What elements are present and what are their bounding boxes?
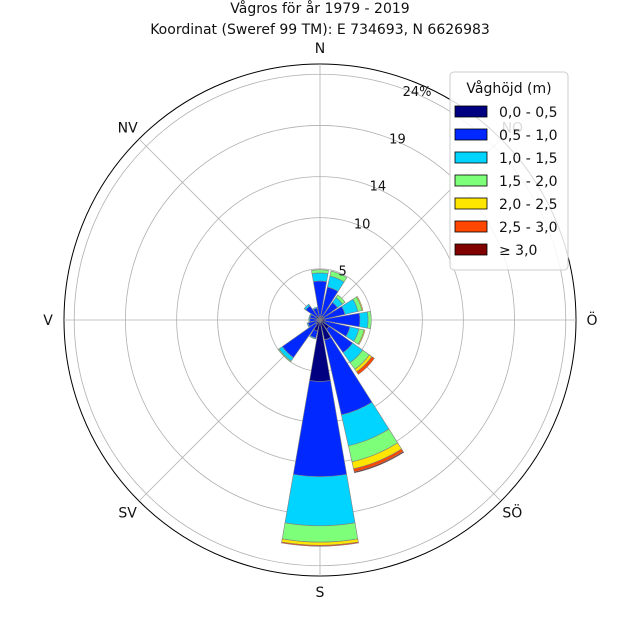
- legend-swatch-3: [454, 174, 488, 187]
- legend-swatch-5: [454, 220, 488, 233]
- legend-label-1: 0,5 - 1,0: [499, 128, 557, 144]
- bar-sector-6-bin-5: [356, 356, 375, 375]
- legend-swatch-6: [454, 243, 488, 256]
- direction-label-7: NV: [118, 121, 138, 137]
- radial-tick-labels: 5 10 14 19 24%: [338, 85, 431, 280]
- bar-sector-2-bin-3: [335, 294, 346, 305]
- legend-title: Våghöjd (m): [466, 80, 551, 97]
- direction-label-3: SÖ: [502, 503, 522, 521]
- bar-sector-0-bin-2: [311, 272, 329, 283]
- legend-frame: [449, 71, 569, 271]
- r-tick-label-3: 19: [389, 132, 406, 147]
- legend-label-0: 0,0 - 0,5: [499, 105, 557, 121]
- legend-swatch-1: [454, 128, 488, 141]
- bar-sector-13-bin-2: [308, 313, 312, 319]
- bar-sector-12-bin-2: [308, 317, 311, 323]
- rose-bars: [277, 269, 405, 547]
- direction-label-5: SV: [118, 505, 137, 521]
- bar-sector-10-bin-3: [277, 348, 292, 363]
- legend-label-4: 2,0 - 2,5: [499, 197, 557, 213]
- bar-sector-5-bin-4: [357, 329, 366, 346]
- r-tick-label-4: 24%: [403, 85, 432, 100]
- grid-spoke-7: [138, 138, 321, 321]
- bar-sector-4-bin-3: [367, 310, 372, 330]
- legend: Våghöjd (m) 0,0 - 0,5 0,5 - 1,0 1,0 - 1,5 1…: [449, 71, 569, 271]
- bar-sector-4-bin-2: [359, 311, 369, 329]
- direction-label-0: N: [315, 41, 325, 57]
- legend-label-5: 2,5 - 3,0: [499, 220, 557, 236]
- legend-label-2: 1,0 - 1,5: [499, 151, 557, 167]
- bar-sector-8-bin-3: [281, 522, 359, 543]
- legend-swatch-4: [454, 197, 488, 210]
- bar-sector-1-bin-3: [329, 270, 348, 283]
- direction-label-4: S: [316, 585, 325, 601]
- bar-sector-8-bin-5: [281, 541, 359, 547]
- direction-label-2: Ö: [586, 311, 597, 329]
- r-tick-label-0: 5: [338, 265, 346, 280]
- direction-label-6: V: [43, 313, 53, 329]
- legend-label-6: ≥ 3,0: [499, 243, 537, 259]
- bar-sector-7-bin-6: [353, 451, 405, 474]
- r-tick-label-1: 10: [354, 217, 371, 232]
- legend-label-3: 1,5 - 2,0: [499, 174, 557, 190]
- bar-sector-11-bin-2: [306, 322, 311, 328]
- legend-swatch-0: [454, 105, 488, 118]
- r-tick-label-2: 14: [370, 180, 387, 195]
- legend-swatch-2: [454, 151, 488, 164]
- bar-sector-0-bin-3: [311, 269, 329, 274]
- bar-sector-15-bin-2: [312, 306, 318, 311]
- bar-sector-14-bin-2: [303, 303, 311, 311]
- legend-items: 0,0 - 0,5 0,5 - 1,0 1,0 - 1,5 1,5 - 2,0 2,0 …: [454, 105, 557, 259]
- bar-sector-8-bin-2: [284, 474, 356, 527]
- bar-sector-3-bin-4: [355, 296, 364, 311]
- chart-title: Vågros för år 1979 - 2019: [230, 0, 409, 17]
- bar-sector-9-bin-2: [309, 335, 317, 340]
- chart-subtitle: Koordinat (Sweref 99 TM): E 734693, N 66…: [150, 22, 490, 38]
